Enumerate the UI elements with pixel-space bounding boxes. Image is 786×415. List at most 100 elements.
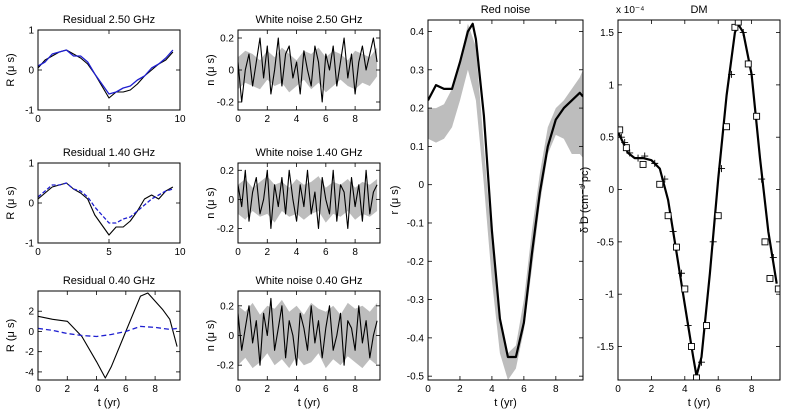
marker-square xyxy=(766,275,774,282)
x-tick-label: 8 xyxy=(352,114,358,125)
marker-plus xyxy=(661,175,669,183)
x-tick-label: 0 xyxy=(235,247,241,258)
y-tick-label: 0 xyxy=(608,185,614,196)
y-tick-label: -0.2 xyxy=(217,224,235,235)
series-model xyxy=(618,23,778,377)
marker-square xyxy=(618,126,624,134)
chart-title: DM xyxy=(690,4,707,16)
x-tick-label: 2 xyxy=(64,384,70,395)
series-data xyxy=(38,182,174,236)
uncertainty-band xyxy=(428,23,583,380)
y-axis-label: δ D (cm⁻³ pc) xyxy=(579,167,591,233)
y-tick-label: 0.5 xyxy=(600,133,614,144)
y-tick-label: 1.5 xyxy=(600,28,614,39)
panel-wn040: 0 2 4 6 8 -0.2 0 0.2 White noise 0.40 GHz n (μ s)… xyxy=(205,275,381,409)
x-tick-label: 4 xyxy=(294,114,300,125)
x-tick-label: 6 xyxy=(323,114,329,125)
marker-plus xyxy=(684,322,692,330)
x-tick-label: 0 xyxy=(235,114,241,125)
series-noise xyxy=(238,37,378,103)
y-tick-label: 0.2 xyxy=(220,166,234,177)
plot-frame xyxy=(617,19,781,381)
panel-dm: 0 2 4 6 8 -1.5 -1 -0.5 0 0.5 1 1.5 DM x 10⁻⁴ δ D (cm⁻³… xyxy=(579,4,781,409)
x-tick-label: 8 xyxy=(553,384,559,395)
x-tick-label: 6 xyxy=(123,384,129,395)
x-tick-label: 10 xyxy=(174,114,186,125)
plot-area xyxy=(618,20,780,380)
y-tick-label: -0.5 xyxy=(407,372,425,383)
panel-rednoise: 0 2 4 6 8 -0.5 -0.4 -0.3 -0.2 -0.1 0 0.1 0.2 0.3 0.4 Re… xyxy=(389,4,584,409)
marker-plus xyxy=(728,70,736,78)
plot-area xyxy=(238,297,378,369)
plot-area xyxy=(38,182,174,236)
y-tick-label: -0.1 xyxy=(407,218,425,229)
y-tick-label: -2 xyxy=(25,347,34,358)
x-tick-label: 4 xyxy=(489,384,495,395)
chart-title: Residual 0.40 GHz xyxy=(63,275,155,287)
y-tick-label: -1 xyxy=(25,106,34,117)
y-tick-label: 0.3 xyxy=(410,65,424,76)
x-tick-label: 0 xyxy=(425,384,431,395)
marker-square xyxy=(734,20,742,26)
marker-square xyxy=(714,212,722,220)
marker-plus xyxy=(748,70,756,78)
series-model xyxy=(38,182,174,224)
marker-plus xyxy=(677,269,685,277)
y-tick-label: -4 xyxy=(25,367,34,378)
plot-frame xyxy=(37,162,181,244)
x-axis-label: t (yr) xyxy=(98,397,121,409)
marker-plus xyxy=(709,238,717,246)
x-tick-label: 8 xyxy=(152,384,158,395)
x-tick-label: 6 xyxy=(715,384,721,395)
y-tick-label: 1 xyxy=(28,159,34,170)
uncertainty-band xyxy=(238,299,378,369)
plot-area xyxy=(38,49,174,99)
y-axis-label: R (μ s) xyxy=(5,186,17,219)
y-tick-label: -1.5 xyxy=(597,342,615,353)
series-data xyxy=(38,292,178,379)
y-tick-label: -0.3 xyxy=(407,295,425,306)
panel-res040: 0 2 4 6 8 -4 -2 0 2 Residual 0.40 GHz R (μ s) t (yr… xyxy=(5,275,181,409)
y-tick-label: -0.2 xyxy=(217,98,235,109)
x-tick-label: 5 xyxy=(106,247,112,258)
y-scale-label: x 10⁻⁴ xyxy=(616,5,644,16)
x-axis-label: t (yr) xyxy=(298,397,321,409)
x-tick-label: 2 xyxy=(264,247,270,258)
y-tick-label: -0.4 xyxy=(407,333,425,344)
y-tick-label: -0.2 xyxy=(217,361,235,372)
y-axis-label: n (μ s) xyxy=(205,187,217,218)
y-axis-label: n (μ s) xyxy=(205,320,217,351)
chart-title: Residual 1.40 GHz xyxy=(63,147,155,159)
plot-area xyxy=(38,292,178,379)
plot-frame xyxy=(427,19,584,381)
plot-area xyxy=(428,22,583,380)
series-noise xyxy=(238,297,378,366)
x-tick-label: 4 xyxy=(94,384,100,395)
y-tick-label: 0.2 xyxy=(220,34,234,45)
x-tick-label: 2 xyxy=(264,384,270,395)
marker-square xyxy=(688,343,695,350)
marker-square xyxy=(664,212,672,220)
marker-plus xyxy=(621,138,629,146)
marker-plus xyxy=(669,227,677,235)
marker-plus xyxy=(718,165,726,173)
chart-title: White noise 1.40 GHz xyxy=(256,147,363,159)
x-tick-label: 6 xyxy=(521,384,527,395)
y-tick-label: 0.4 xyxy=(410,27,424,38)
marker-square xyxy=(753,112,761,120)
y-tick-label: 0.2 xyxy=(220,301,234,312)
x-tick-label: 10 xyxy=(174,247,186,258)
y-tick-label: -1 xyxy=(25,239,34,250)
x-tick-label: 0 xyxy=(35,384,41,395)
chart-title: White noise 0.40 GHz xyxy=(256,275,363,287)
chart-title: White noise 2.50 GHz xyxy=(256,14,363,26)
chart-title: Residual 2.50 GHz xyxy=(63,14,155,26)
marker-square xyxy=(761,238,769,246)
marker-square xyxy=(693,374,700,380)
y-tick-label: -1 xyxy=(605,290,614,301)
chart-title: Red noise xyxy=(481,4,531,16)
y-tick-label: 1 xyxy=(608,80,614,91)
